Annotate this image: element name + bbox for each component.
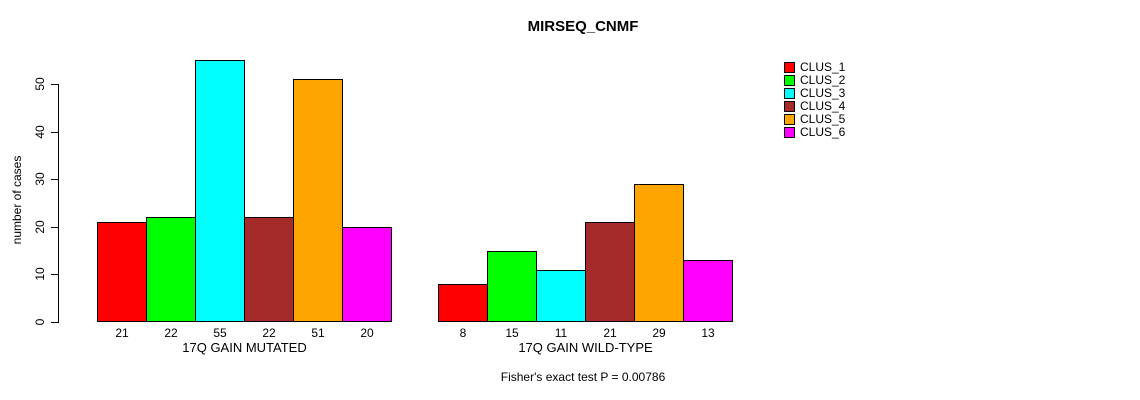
- y-tick-mark: [51, 179, 58, 180]
- legend-swatch-clus_4: [784, 101, 795, 112]
- legend-swatch-clus_2: [784, 75, 795, 86]
- y-tick-label: 0: [33, 318, 47, 326]
- bar-value-label: 21: [115, 326, 129, 340]
- bar-clus_1-group2: [438, 284, 488, 322]
- group-label: 17Q GAIN WILD-TYPE: [518, 340, 653, 355]
- legend-label: CLUS_3: [800, 86, 846, 100]
- bar-clus_4-group2: [585, 222, 635, 322]
- legend-label: CLUS_6: [800, 125, 846, 139]
- bar-value-label: 22: [262, 326, 276, 340]
- bar-value-label: 55: [213, 326, 227, 340]
- bar-value-label: 13: [701, 326, 715, 340]
- bar-clus_5-group1: [293, 79, 343, 322]
- y-tick-label: 40: [33, 125, 47, 139]
- bar-value-label: 22: [164, 326, 178, 340]
- y-axis-line: [58, 84, 59, 323]
- y-tick-label: 10: [33, 267, 47, 281]
- bar-clus_4-group1: [244, 217, 294, 322]
- bar-clus_5-group2: [634, 184, 684, 322]
- bar-clus_6-group2: [683, 260, 733, 322]
- legend-label: CLUS_5: [800, 112, 846, 126]
- y-tick-label: 20: [33, 220, 47, 234]
- bar-clus_1-group1: [97, 222, 147, 322]
- y-tick-mark: [51, 274, 58, 275]
- y-tick-mark: [51, 84, 58, 85]
- legend-swatch-clus_3: [784, 88, 795, 99]
- bar-clus_3-group1: [195, 60, 245, 322]
- legend-swatch-clus_1: [784, 62, 795, 73]
- legend-swatch-clus_6: [784, 127, 795, 138]
- bar-value-label: 8: [459, 326, 467, 340]
- y-tick-label: 50: [33, 77, 47, 91]
- bar-value-label: 20: [360, 326, 374, 340]
- bar-value-label: 21: [603, 326, 617, 340]
- y-tick-mark: [51, 132, 58, 133]
- bar-value-label: 15: [505, 326, 519, 340]
- footnote: Fisher's exact test P = 0.00786: [500, 370, 666, 384]
- legend-swatch-clus_5: [784, 114, 795, 125]
- bar-clus_6-group1: [342, 227, 392, 322]
- bar-value-label: 11: [554, 326, 568, 340]
- legend-label: CLUS_2: [800, 73, 846, 87]
- y-tick-label: 30: [33, 172, 47, 186]
- y-tick-mark: [51, 322, 58, 323]
- bar-clus_3-group2: [536, 270, 586, 322]
- chart-title: MIRSEQ_CNMF: [527, 18, 639, 35]
- group-label: 17Q GAIN MUTATED: [182, 340, 307, 355]
- bar-value-label: 51: [311, 326, 325, 340]
- y-axis-label: number of cases: [10, 155, 24, 245]
- legend-label: CLUS_4: [800, 99, 846, 113]
- bar-clus_2-group2: [487, 251, 537, 322]
- legend-label: CLUS_1: [800, 60, 846, 74]
- bar-value-label: 29: [652, 326, 666, 340]
- y-tick-mark: [51, 227, 58, 228]
- bar-clus_2-group1: [146, 217, 196, 322]
